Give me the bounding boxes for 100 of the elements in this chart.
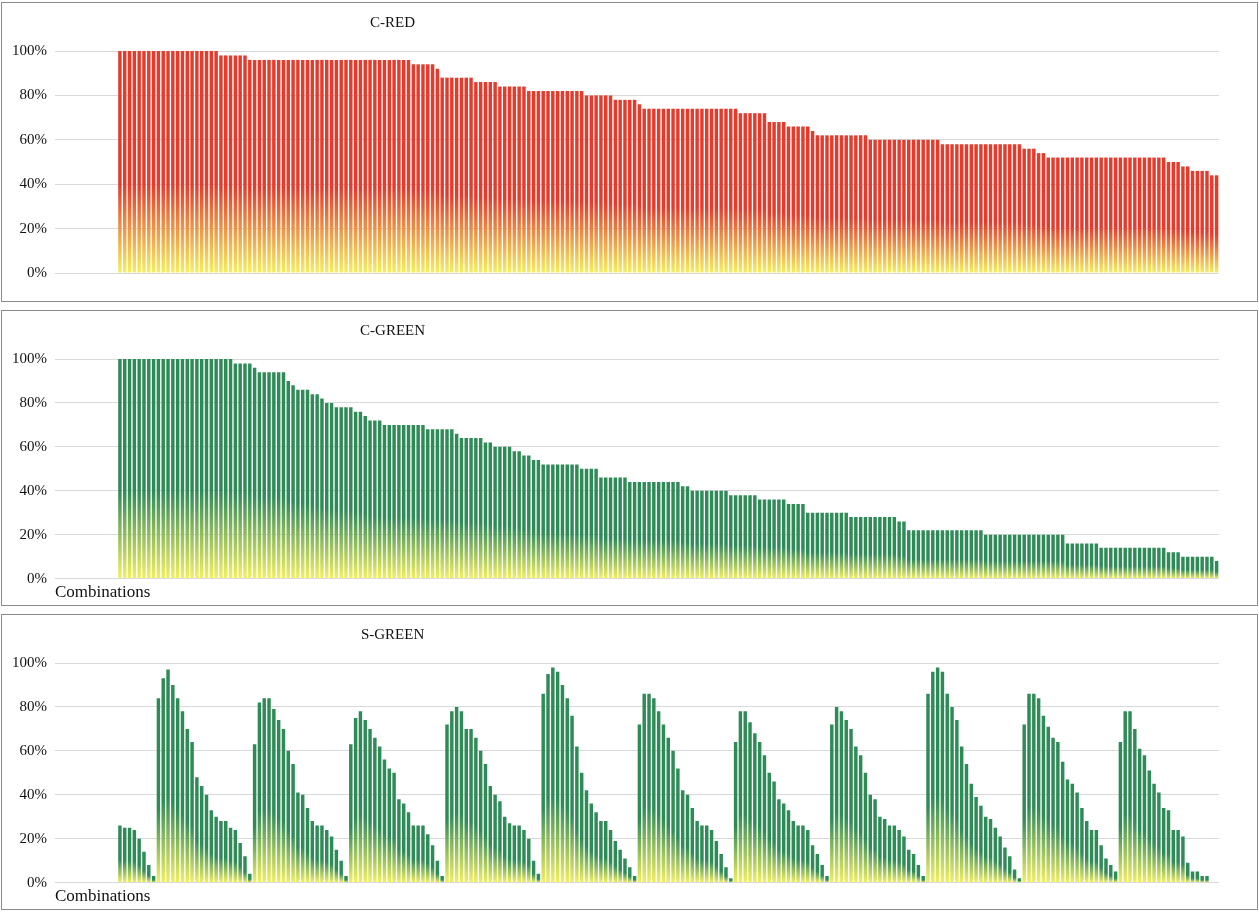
bar xyxy=(320,59,324,273)
bar xyxy=(296,389,300,579)
bar xyxy=(166,359,170,579)
bar xyxy=(642,108,646,273)
bar xyxy=(344,407,348,579)
bar xyxy=(214,359,218,579)
bar xyxy=(926,139,930,273)
bar xyxy=(1205,876,1209,883)
bar xyxy=(493,794,497,883)
bar xyxy=(1176,829,1180,883)
bar xyxy=(416,64,420,273)
bar xyxy=(296,792,300,883)
bar xyxy=(1128,157,1132,273)
bar xyxy=(647,481,651,579)
bar xyxy=(248,59,252,273)
bar xyxy=(450,77,454,273)
bar xyxy=(801,503,805,579)
y-tick-label: 60% xyxy=(19,741,47,758)
bar xyxy=(623,858,627,883)
bar xyxy=(527,838,531,883)
bar xyxy=(262,59,266,273)
bar xyxy=(1205,556,1209,579)
bar xyxy=(796,825,800,883)
bar xyxy=(161,359,165,579)
bar xyxy=(339,407,343,579)
bar xyxy=(1181,556,1185,579)
bar xyxy=(695,821,699,883)
bar xyxy=(517,86,521,273)
bar xyxy=(854,746,858,883)
y-tick-label: 80% xyxy=(19,86,47,103)
bar xyxy=(777,499,781,579)
bar xyxy=(137,51,141,273)
bar xyxy=(921,876,925,883)
bar xyxy=(142,851,146,883)
bar xyxy=(955,530,959,579)
bar xyxy=(1032,148,1036,273)
bar xyxy=(522,455,526,579)
bar xyxy=(772,781,776,883)
bar xyxy=(676,108,680,273)
bar xyxy=(719,490,723,579)
bar xyxy=(618,477,622,579)
bar xyxy=(700,490,704,579)
bar xyxy=(628,481,632,579)
bar xyxy=(844,512,848,579)
bar xyxy=(1109,157,1113,273)
bar xyxy=(214,51,218,273)
bar xyxy=(272,709,276,883)
bar xyxy=(339,860,343,883)
bar xyxy=(469,77,473,273)
y-tick-label: 0% xyxy=(27,263,47,280)
bar xyxy=(921,139,925,273)
bar xyxy=(1123,711,1127,883)
y-tick-label: 40% xyxy=(19,481,47,498)
bar xyxy=(522,829,526,883)
bar xyxy=(1032,534,1036,579)
bar xyxy=(676,768,680,883)
bar xyxy=(979,144,983,273)
bar xyxy=(974,530,978,579)
bar xyxy=(599,477,603,579)
bar xyxy=(392,772,396,883)
bar xyxy=(647,693,651,883)
bar xyxy=(820,865,824,883)
bar xyxy=(171,359,175,579)
bar xyxy=(320,398,324,579)
bar xyxy=(974,796,978,883)
bar xyxy=(700,108,704,273)
bar xyxy=(262,372,266,579)
bar xyxy=(575,464,579,579)
bar xyxy=(753,733,757,883)
bar xyxy=(315,394,319,579)
bar xyxy=(695,490,699,579)
bar xyxy=(349,744,353,883)
bar xyxy=(599,821,603,883)
bar xyxy=(1152,157,1156,273)
bar xyxy=(118,359,122,579)
bar xyxy=(541,693,545,883)
bar xyxy=(344,876,348,883)
bar xyxy=(118,51,122,273)
bar xyxy=(830,724,834,883)
bar xyxy=(743,113,747,273)
bar xyxy=(652,698,656,883)
bar xyxy=(243,856,247,883)
bar xyxy=(1104,547,1108,579)
bar xyxy=(551,464,555,579)
bar xyxy=(498,801,502,883)
bar xyxy=(1133,728,1137,883)
bar xyxy=(753,113,757,273)
bar xyxy=(171,684,175,883)
bar xyxy=(926,693,930,883)
bar xyxy=(373,59,377,273)
bar xyxy=(1003,847,1007,883)
bar xyxy=(368,420,372,579)
bar xyxy=(1099,547,1103,579)
bar xyxy=(623,477,627,579)
bar xyxy=(190,51,194,273)
bar xyxy=(979,530,983,579)
bar xyxy=(979,805,983,883)
bar xyxy=(349,59,353,273)
bar xyxy=(373,737,377,883)
bar xyxy=(450,429,454,579)
